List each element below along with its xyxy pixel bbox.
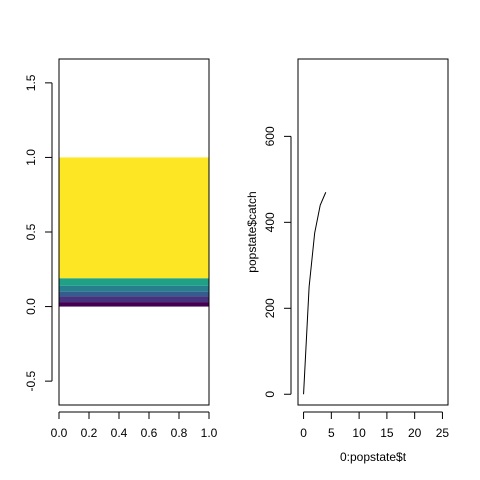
left-x-tick-label: 0.6 (141, 426, 158, 440)
left-y-tick-label: 1.5 (24, 74, 38, 91)
right-panel: 0 5 10 15 20 25 0 200 400 600 0:popstate$t popst… (245, 58, 450, 464)
left-plot-frame (58, 58, 210, 406)
left-y-tick-label: 0.0 (24, 298, 38, 315)
left-x-tick-label: 1.0 (201, 426, 218, 440)
left-x-tick-label: 0.4 (111, 426, 128, 440)
right-x-tick-label: 5 (328, 426, 335, 440)
band-2 (59, 291, 209, 297)
left-band-series (59, 157, 209, 307)
left-x-axis: 0.0 0.2 0.4 0.6 0.8 1.0 (51, 411, 218, 440)
right-y-tick-label: 400 (263, 212, 277, 232)
left-y-tick-label: 0.5 (24, 223, 38, 240)
left-x-tick-label: 0.2 (81, 426, 98, 440)
right-x-tick-label: 10 (352, 426, 366, 440)
right-x-axis: 0 5 10 15 20 25 (300, 411, 450, 440)
left-x-tick-label: 0.0 (51, 426, 68, 440)
catch-line (303, 192, 327, 395)
right-plot-frame (297, 58, 449, 406)
right-y-tick-label: 200 (263, 298, 277, 318)
left-y-tick-label: 1.0 (24, 149, 38, 166)
right-y-axis: 0 200 400 600 (263, 126, 292, 398)
left-y-axis: -0.5 0.0 0.5 1.0 1.5 (24, 74, 53, 391)
band-4 (59, 278, 209, 286)
right-y-tick-label: 600 (263, 126, 277, 146)
right-y-tick-label: 0 (263, 391, 277, 398)
right-y-axis-title: popstate$catch (245, 191, 259, 272)
right-x-axis-title: 0:popstate$t (340, 450, 407, 464)
left-panel: 0.0 0.2 0.4 0.6 0.8 1.0 -0.5 0.0 0.5 1.0 1.5 (24, 58, 218, 440)
right-x-tick-label: 15 (380, 426, 394, 440)
band-0 (59, 302, 209, 307)
right-x-tick-label: 0 (300, 426, 307, 440)
left-y-tick-label: -0.5 (24, 370, 38, 391)
band-3 (59, 285, 209, 292)
right-x-tick-label: 25 (436, 426, 450, 440)
right-x-tick-label: 20 (408, 426, 422, 440)
band-1 (59, 296, 209, 303)
band-5 (59, 157, 209, 279)
left-x-tick-label: 0.8 (171, 426, 188, 440)
